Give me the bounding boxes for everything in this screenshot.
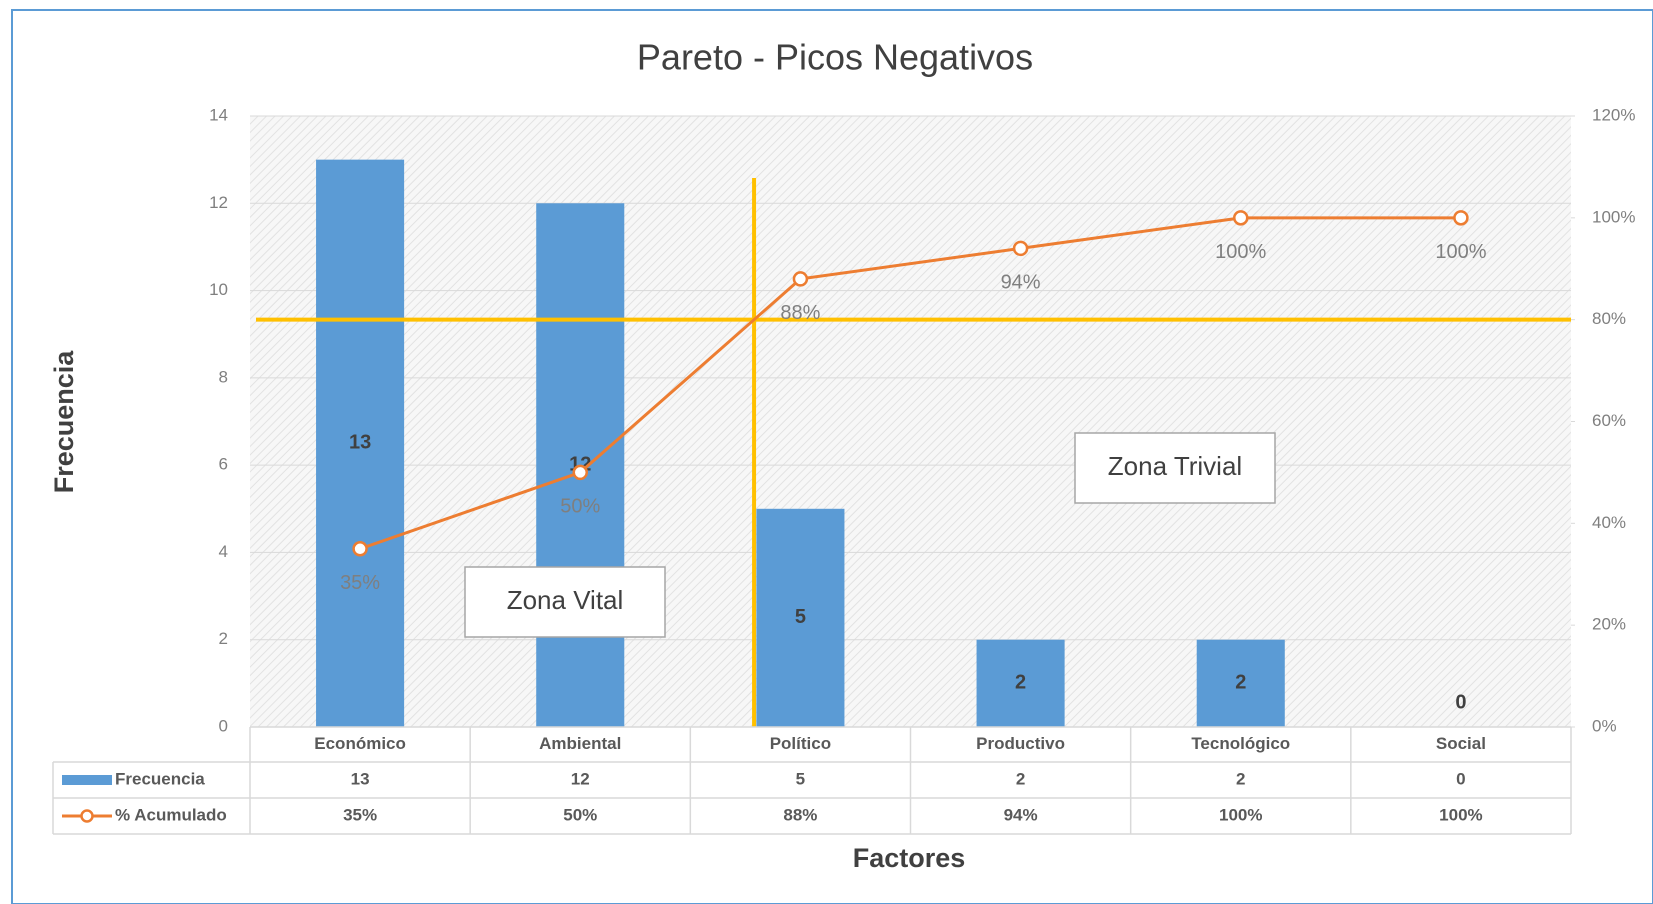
line-marker [1012, 240, 1029, 257]
plot-area [250, 116, 1571, 727]
line-label: 35% [340, 572, 380, 594]
y2-tick-label: 60% [1592, 411, 1626, 430]
legend-key [62, 775, 112, 785]
x-tick-label: Tecnológico [1191, 734, 1290, 753]
y-tick-label: 6 [219, 455, 228, 474]
line-marker [572, 464, 588, 481]
y2-tick-label: 0% [1592, 716, 1617, 735]
table-cell: 13 [351, 769, 370, 788]
bar [316, 159, 405, 728]
y-tick-label: 12 [209, 193, 228, 212]
table-cell: 0 [1456, 769, 1465, 788]
bar-label: 5 [795, 606, 806, 628]
line-label: 88% [780, 302, 820, 324]
line-marker [1233, 210, 1249, 226]
y-axis-title: Frecuencia [49, 350, 79, 494]
y-tick-label: 10 [209, 280, 228, 299]
annotation: Zona Trivial [1108, 451, 1242, 481]
y-tick-label: 4 [219, 542, 228, 561]
bar [976, 639, 1065, 727]
annotation-box [464, 566, 666, 638]
y2-tick-label: 40% [1592, 513, 1626, 532]
table-cell: 100% [1219, 805, 1262, 824]
annotation-box [1074, 432, 1276, 504]
table-cell: 50% [563, 805, 597, 824]
cumulative-line [359, 216, 1461, 551]
x-tick-label: Económico [314, 734, 406, 753]
line-label: 94% [1001, 272, 1041, 294]
x-axis-title: Factores [853, 843, 966, 873]
x-tick-label: Social [1436, 734, 1486, 753]
legend-key [80, 809, 94, 823]
y2-tick-label: 80% [1592, 309, 1626, 328]
y2-tick-label: 100% [1592, 207, 1635, 226]
line-label: 50% [560, 496, 600, 518]
legend-label: Frecuencia [115, 769, 205, 788]
table-cell: 88% [783, 805, 817, 824]
bar-label: 2 [1235, 672, 1246, 694]
table-cell: 94% [1004, 805, 1038, 824]
line-marker [352, 541, 368, 557]
x-tick-label: Ambiental [539, 734, 621, 753]
bar-label: 0 [1455, 691, 1466, 713]
y-tick-label: 2 [219, 629, 228, 648]
y-tick-label: 14 [209, 105, 228, 124]
y-tick-label: 8 [219, 367, 228, 386]
y-tick-label: 0 [219, 716, 228, 735]
bar-label: 2 [1015, 672, 1026, 694]
bar [1196, 639, 1285, 727]
chart-title: Pareto - Picos Negativos [637, 37, 1033, 78]
line-marker [792, 271, 809, 287]
x-tick-label: Productivo [976, 734, 1065, 753]
bar [756, 508, 845, 727]
line-label: 100% [1435, 241, 1486, 263]
annotation: Zona Vital [507, 585, 624, 615]
table-cell: 12 [571, 769, 590, 788]
y2-tick-label: 20% [1592, 615, 1626, 634]
line-label: 100% [1215, 241, 1266, 263]
table-cell: 5 [796, 769, 805, 788]
table-cell: 35% [343, 805, 377, 824]
legend-label: % Acumulado [115, 805, 227, 824]
table-cell: 2 [1016, 769, 1025, 788]
bar-label: 13 [349, 432, 371, 454]
x-tick-label: Político [770, 734, 831, 753]
line-marker [1453, 210, 1469, 226]
y2-tick-label: 120% [1592, 105, 1635, 124]
table-cell: 2 [1236, 769, 1245, 788]
table-cell: 100% [1439, 805, 1482, 824]
